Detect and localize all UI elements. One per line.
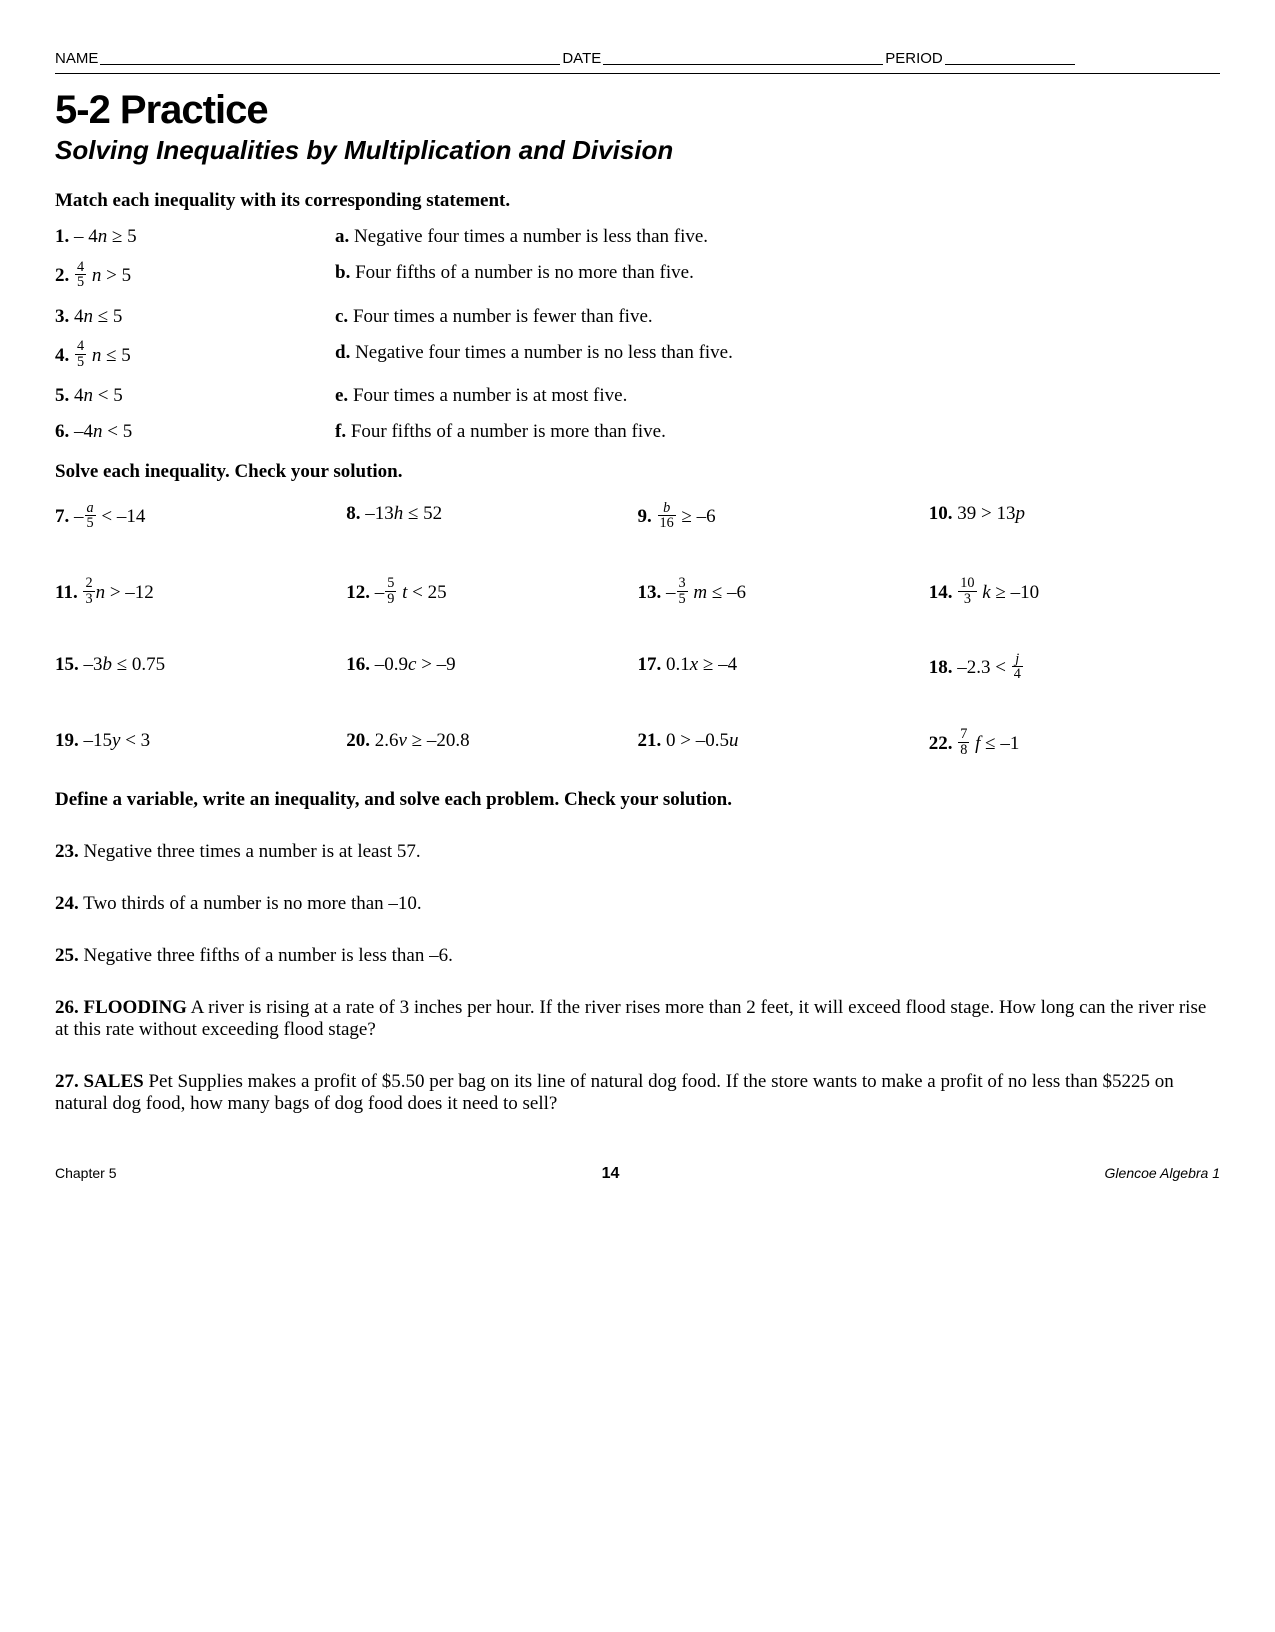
date-blank[interactable]: [603, 48, 883, 65]
problem-number: 20.: [346, 730, 370, 751]
problem-number: 25.: [55, 945, 79, 966]
problem: 9. b16 ≥ –6: [638, 503, 929, 533]
word-problems: 23. Negative three times a number is at …: [55, 841, 1220, 1115]
problem-number: 12.: [346, 582, 370, 603]
problem: 21. 0 > –0.5u: [638, 730, 929, 760]
problem: 12. –59 t < 25: [346, 579, 637, 609]
match-row: 1. – 4n ≥ 5 a. Negative four times a num…: [55, 226, 1220, 248]
chapter-label: Chapter 5: [55, 1165, 116, 1183]
problem-number: 8.: [346, 503, 360, 524]
match-row: 6. –4n < 5 f. Four fifths of a number is…: [55, 421, 1220, 443]
choice-letter: a.: [335, 226, 349, 247]
problem-number: 26.: [55, 997, 79, 1018]
header-rule: [55, 73, 1220, 74]
name-blank[interactable]: [100, 48, 560, 65]
problem-number: 11.: [55, 582, 78, 603]
choice-text: Negative four times a number is less tha…: [354, 226, 708, 247]
word-problem: 27. SALES Pet Supplies makes a profit of…: [55, 1071, 1220, 1115]
problem-number: 2.: [55, 265, 69, 286]
problem-number: 5.: [55, 385, 69, 406]
problem-number: 15.: [55, 654, 79, 675]
problem-number: 6.: [55, 421, 69, 442]
problem-number: 18.: [929, 657, 953, 678]
book-title: Glencoe Algebra 1: [1105, 1165, 1220, 1183]
problem: 17. 0.1x ≥ –4: [638, 654, 929, 684]
match-row: 3. 4n ≤ 5 c. Four times a number is fewe…: [55, 306, 1220, 328]
problem-number: 10.: [929, 503, 953, 524]
problem-number: 14.: [929, 582, 953, 603]
match-heading: Match each inequality with its correspon…: [55, 190, 1220, 212]
problem-number: 16.: [346, 654, 370, 675]
solve-heading: Solve each inequality. Check your soluti…: [55, 461, 1220, 483]
problem: 13. –35 m ≤ –6: [638, 579, 929, 609]
problem-number: 7.: [55, 506, 69, 527]
problem-text: Pet Supplies makes a profit of $5.50 per…: [55, 1071, 1174, 1114]
page-number: 14: [602, 1165, 620, 1183]
lesson-title: 5-2 Practice: [55, 88, 1220, 133]
problem-number: 17.: [638, 654, 662, 675]
problem: 10. 39 > 13p: [929, 503, 1220, 533]
problem-number: 3.: [55, 306, 69, 327]
problem: 18. –2.3 < j4: [929, 654, 1220, 684]
define-heading: Define a variable, write an inequality, …: [55, 789, 1220, 811]
problem-number: 22.: [929, 733, 953, 754]
choice-text: Negative four times a number is no less …: [355, 342, 733, 363]
page-header: NAME DATE PERIOD: [55, 50, 1220, 67]
problem-number: 27.: [55, 1071, 79, 1092]
word-problem: 25. Negative three fifths of a number is…: [55, 945, 1220, 967]
problem: 14. 103 k ≥ –10: [929, 579, 1220, 609]
name-label: NAME: [55, 50, 98, 67]
problem-text: Two thirds of a number is no more than –…: [83, 893, 422, 914]
problem-number: 9.: [638, 506, 652, 527]
word-problem: 23. Negative three times a number is at …: [55, 841, 1220, 863]
period-label: PERIOD: [885, 50, 943, 67]
page-footer: Chapter 5 14 Glencoe Algebra 1: [55, 1165, 1220, 1183]
problem: 11. 23n > –12: [55, 579, 346, 609]
match-row: 4. 45 n ≤ 5 d. Negative four times a num…: [55, 342, 1220, 372]
problem-number: 24.: [55, 893, 79, 914]
problem-grid: 7. –a5 < –14 8. –13h ≤ 52 9. b16 ≥ –6 10…: [55, 503, 1220, 759]
choice-letter: c.: [335, 306, 348, 327]
choice-text: Four times a number is fewer than five.: [353, 306, 653, 327]
choice-letter: f.: [335, 421, 346, 442]
problem-number: 23.: [55, 841, 79, 862]
choice-text: Four fifths of a number is more than fiv…: [351, 421, 666, 442]
problem: 7. –a5 < –14: [55, 503, 346, 533]
problem-number: 19.: [55, 730, 79, 751]
date-label: DATE: [562, 50, 601, 67]
problem-number: 13.: [638, 582, 662, 603]
problem-number: 4.: [55, 345, 69, 366]
choice-text: Four fifths of a number is no more than …: [355, 262, 694, 283]
word-problem: 24. Two thirds of a number is no more th…: [55, 893, 1220, 915]
problem-text: A river is rising at a rate of 3 inches …: [55, 997, 1206, 1040]
problem-text: Negative three fifths of a number is les…: [84, 945, 453, 966]
problem: 19. –15y < 3: [55, 730, 346, 760]
problem: 22. 78 f ≤ –1: [929, 730, 1220, 760]
word-problem: 26. FLOODING A river is rising at a rate…: [55, 997, 1220, 1041]
problem-number: 21.: [638, 730, 662, 751]
problem: 16. –0.9c > –9: [346, 654, 637, 684]
period-blank[interactable]: [945, 48, 1075, 65]
choice-letter: e.: [335, 385, 348, 406]
problem: 8. –13h ≤ 52: [346, 503, 637, 533]
problem: 20. 2.6v ≥ –20.8: [346, 730, 637, 760]
choice-text: Four times a number is at most five.: [353, 385, 627, 406]
choice-letter: d.: [335, 342, 350, 363]
lesson-subtitle: Solving Inequalities by Multiplication a…: [55, 135, 1220, 166]
problem-text: Negative three times a number is at leas…: [84, 841, 421, 862]
problem-title: FLOODING: [84, 997, 187, 1018]
match-row: 2. 45 n > 5 b. Four fifths of a number i…: [55, 262, 1220, 292]
problem: 15. –3b ≤ 0.75: [55, 654, 346, 684]
problem-title: SALES: [84, 1071, 144, 1092]
match-row: 5. 4n < 5 e. Four times a number is at m…: [55, 385, 1220, 407]
choice-letter: b.: [335, 262, 350, 283]
problem-number: 1.: [55, 226, 69, 247]
